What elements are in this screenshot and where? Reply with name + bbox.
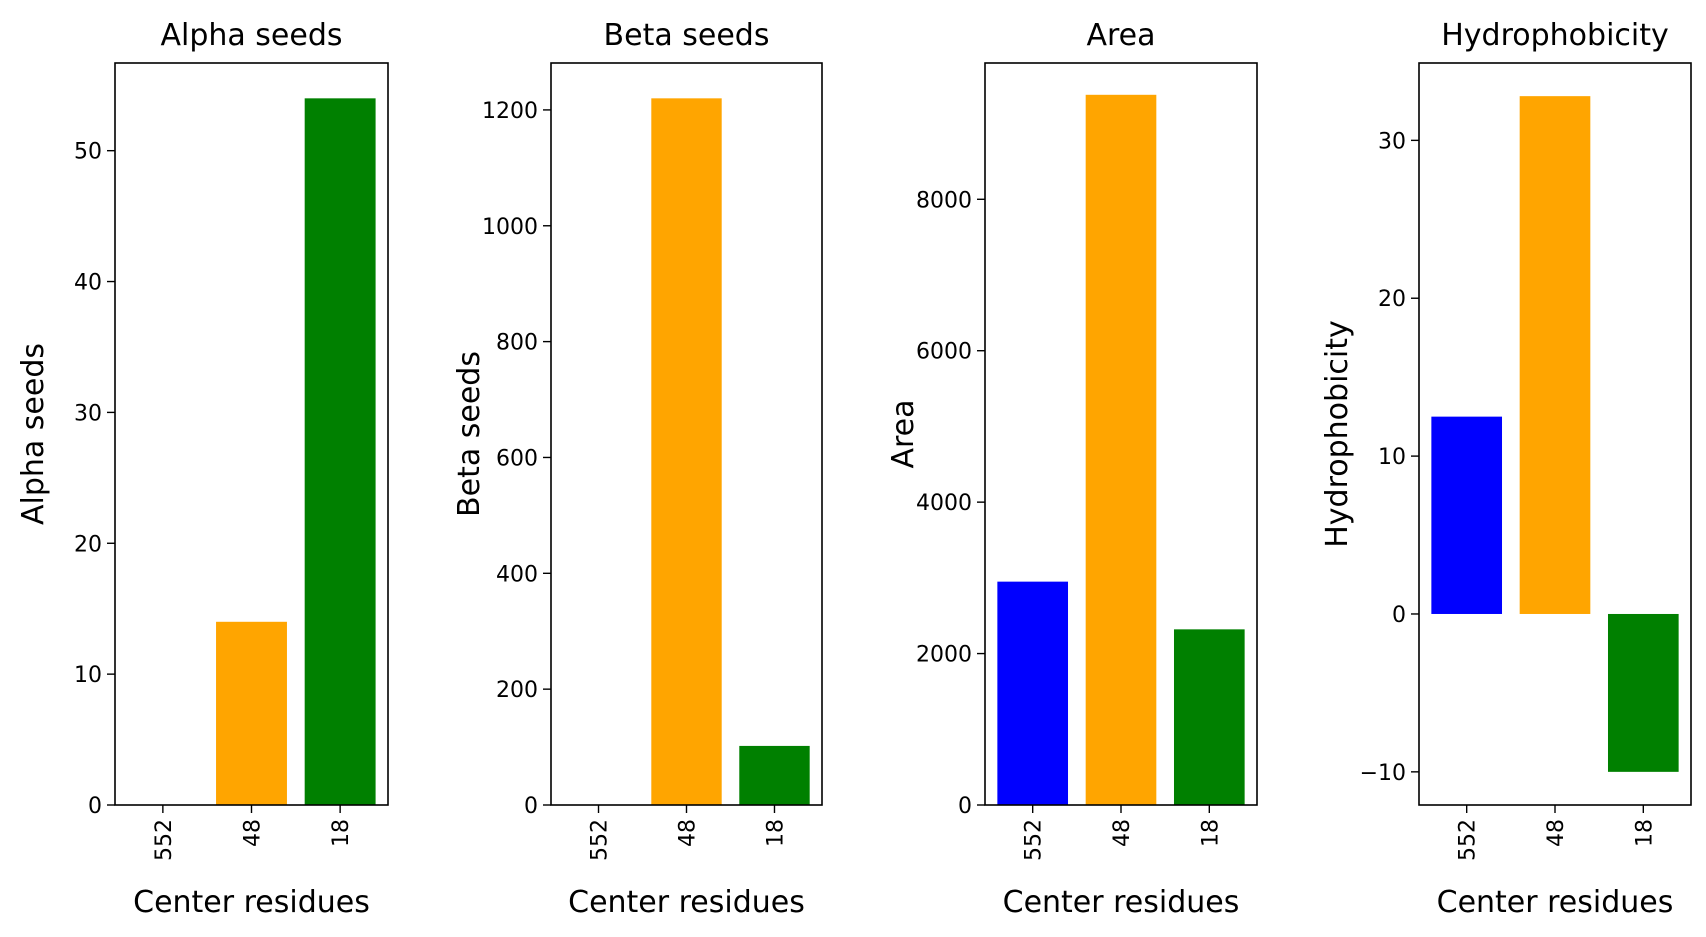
bar-18 — [1173, 629, 1245, 805]
y-tick-label: 20 — [1378, 287, 1406, 312]
y-tick-label: 1200 — [482, 99, 538, 124]
y-tick-label: 400 — [496, 562, 538, 587]
y-tick-label: 800 — [496, 331, 538, 356]
bar-18 — [1607, 613, 1679, 772]
chart-title: Hydrophobicity — [1441, 18, 1669, 53]
y-axis-label: Alpha seeds — [16, 343, 51, 525]
chart-panel-4: −10 0 10 20 30 552 48 18 Hydrophobicity Center re… — [1320, 18, 1692, 920]
chart-panel-1: 0 10 20 30 40 50 552 48 18 Alpha seeds Center resi… — [16, 18, 389, 920]
chart-panel-3: 0 2000 4000 6000 8000 552 48 18 Area Center resid… — [886, 18, 1258, 920]
bar-18 — [739, 745, 810, 805]
x-tick-label: 552 — [152, 819, 177, 861]
y-axis-label: Beta seeds — [452, 351, 487, 517]
x-tick-label: 48 — [241, 819, 266, 847]
y-axis-label: Hydrophobicity — [1320, 320, 1355, 548]
y-tick-label: 0 — [524, 794, 538, 819]
chart-panel-2: 0 200 400 600 800 1000 1200 552 48 18 Beta seeds Ce… — [452, 18, 823, 920]
bar-48 — [651, 98, 722, 806]
x-tick-label: 552 — [1456, 819, 1481, 861]
bar-48 — [216, 621, 287, 805]
y-tick-label: 30 — [74, 401, 102, 426]
y-tick-label: 8000 — [916, 188, 972, 213]
x-tick-label: 18 — [329, 819, 354, 847]
bar-552 — [997, 581, 1069, 805]
x-tick-label: 48 — [1110, 819, 1135, 847]
y-tick-label: −10 — [1360, 761, 1406, 786]
y-tick-label: 10 — [1378, 445, 1406, 470]
bar-552 — [1431, 416, 1503, 614]
x-axis-label: Center residues — [1437, 885, 1674, 920]
y-tick-label: 4000 — [916, 491, 972, 516]
y-tick-label: 50 — [74, 140, 102, 165]
y-tick-label: 1000 — [482, 215, 538, 240]
chart-title: Alpha seeds — [160, 18, 342, 53]
y-tick-label: 40 — [74, 271, 102, 296]
chart-title: Area — [1086, 18, 1155, 53]
bar-48 — [1085, 94, 1157, 806]
y-tick-label: 6000 — [916, 340, 972, 365]
y-tick-label: 0 — [958, 794, 972, 819]
x-tick-label: 552 — [588, 819, 613, 861]
y-tick-label: 2000 — [916, 643, 972, 668]
x-tick-label: 552 — [1022, 819, 1047, 861]
x-tick-label: 18 — [763, 819, 788, 847]
x-tick-label: 48 — [676, 819, 701, 847]
x-tick-label: 18 — [1632, 819, 1657, 847]
y-tick-label: 10 — [74, 663, 102, 688]
x-axis-label: Center residues — [1003, 885, 1240, 920]
x-tick-label: 18 — [1198, 819, 1223, 847]
bar-18 — [304, 98, 376, 806]
y-axis-label: Area — [886, 399, 921, 468]
y-tick-label: 30 — [1378, 129, 1406, 154]
chart-title: Beta seeds — [604, 18, 770, 53]
x-axis-label: Center residues — [133, 885, 370, 920]
y-tick-label: 0 — [88, 794, 102, 819]
y-tick-label: 20 — [74, 532, 102, 557]
x-axis-label: Center residues — [568, 885, 805, 920]
y-tick-label: 0 — [1392, 603, 1406, 628]
x-tick-label: 48 — [1544, 819, 1569, 847]
bar-48 — [1519, 96, 1591, 614]
y-tick-label: 600 — [496, 446, 538, 471]
y-tick-label: 200 — [496, 678, 538, 703]
